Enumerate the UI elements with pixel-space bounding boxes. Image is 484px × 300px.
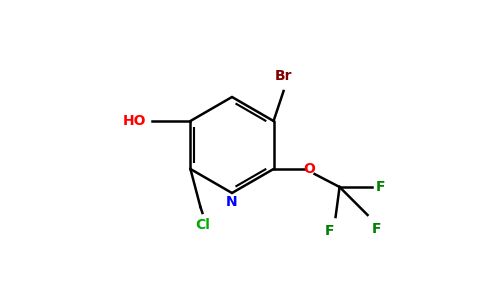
Text: F: F (376, 180, 385, 194)
Text: N: N (226, 195, 238, 209)
Text: F: F (325, 224, 334, 238)
Text: HO: HO (123, 114, 147, 128)
Text: Br: Br (275, 69, 292, 83)
Text: F: F (372, 222, 381, 236)
Text: Cl: Cl (195, 218, 210, 232)
Text: O: O (303, 162, 316, 176)
